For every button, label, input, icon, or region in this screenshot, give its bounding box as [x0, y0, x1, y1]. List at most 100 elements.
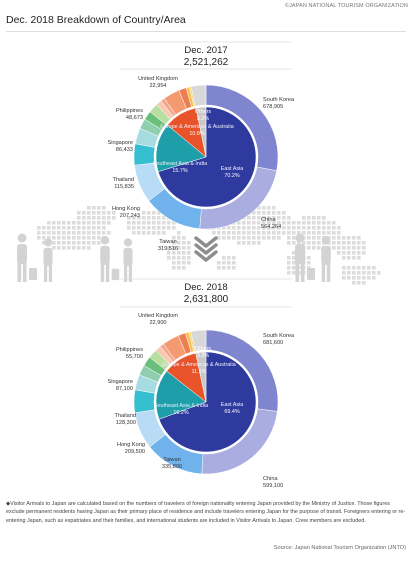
suitcase-icon	[29, 268, 37, 280]
down-chevron-arrow-icon	[194, 236, 218, 262]
outer-label-name: China	[261, 217, 277, 223]
outer-slice	[190, 329, 207, 352]
chart-title: Dec. 2018	[184, 282, 227, 293]
traveler-silhouette-icon	[321, 263, 326, 282]
inner-label-value: 15.7%	[172, 168, 187, 174]
suitcase-icon	[111, 268, 120, 281]
traveler-silhouette-icon	[22, 263, 27, 282]
outer-label-value: 319,516	[158, 246, 178, 252]
traveler-silhouette-icon	[100, 245, 110, 265]
inner-label-name: Europe & Americas & Australia	[162, 362, 235, 368]
outer-label-name: Singapore	[107, 379, 133, 385]
chart-total: 2,521,262	[184, 57, 229, 68]
inner-label-name: Southeast Asia & India	[154, 403, 208, 409]
outer-label-name: China	[263, 476, 279, 482]
page-title: Dec. 2018 Breakdown of Country/Area	[6, 14, 186, 26]
outer-label-value: 48,673	[126, 115, 143, 121]
outer-label-value: 599,100	[263, 483, 283, 489]
traveler-silhouette-icon	[123, 247, 133, 266]
traveler-silhouette-icon	[300, 263, 305, 282]
outer-label-value: 115,835	[114, 184, 134, 190]
outer-label-name: Hong Kong	[112, 206, 140, 212]
outer-label-name: Philippines	[116, 108, 143, 114]
inner-label-name: Europe & Americas & Australia	[160, 124, 233, 130]
inner-label-name: East Asia	[221, 402, 243, 408]
traveler-silhouette-icon	[43, 238, 53, 247]
inner-slice-east-asia	[158, 351, 257, 453]
inner-slice-others	[195, 351, 207, 403]
traveler-silhouette-icon	[100, 235, 110, 245]
outer-label-value: 207,243	[120, 213, 140, 219]
outer-slice-thailand	[133, 389, 156, 414]
outer-label-value: 678,905	[263, 104, 283, 110]
traveler-silhouette-icon	[100, 263, 105, 282]
source-text: Source: Japan National Tourism Organizat…	[273, 545, 406, 551]
inner-slice-southeast-asia-india	[155, 124, 207, 172]
inner-label-value: 3.3%	[197, 353, 209, 359]
traveler-silhouette-icon	[321, 245, 331, 265]
inner-label-name: Southeast Asia & India	[153, 161, 207, 167]
outer-label-value: 335,800	[162, 464, 182, 470]
suitcase-icon	[307, 268, 315, 280]
outer-label-name: Taiwan	[163, 457, 180, 463]
outer-label-value: 564,264	[261, 224, 281, 230]
traveler-silhouette-icon	[43, 264, 48, 282]
inner-slice-east-asia	[157, 106, 257, 208]
chart-title: Dec. 2017	[184, 45, 227, 56]
outer-label-value: 22,954	[149, 83, 166, 89]
inner-label-name: Others	[195, 346, 211, 352]
traveler-silhouette-icon	[321, 235, 331, 245]
title-divider	[6, 31, 406, 32]
outer-slice	[190, 84, 207, 107]
outer-label-name: Taiwan	[159, 239, 176, 245]
outer-label-name: Singapore	[107, 140, 133, 146]
traveler-silhouette-icon	[128, 264, 133, 282]
traveler-silhouette-icon	[17, 233, 27, 243]
copyright-text: ©JAPAN NATIONAL TOURISM ORGANIZATION	[284, 3, 408, 9]
outer-label-name: United Kingdom	[138, 76, 178, 82]
outer-label-name: South Korea	[263, 333, 295, 339]
outer-label-name: Thailand	[113, 177, 134, 183]
traveler-silhouette-icon	[295, 233, 305, 243]
inner-slice-others	[195, 106, 207, 158]
outer-label-value: 22,900	[149, 320, 166, 326]
chevron-down-icon	[194, 236, 218, 248]
outer-label-value: 209,500	[125, 449, 145, 455]
chart-total: 2,631,800	[184, 294, 229, 305]
inner-label-name: Others	[195, 109, 211, 115]
traveler-silhouette-icon	[295, 263, 300, 282]
chevron-down-icon	[194, 250, 218, 262]
outer-label-value: 55,700	[126, 354, 143, 360]
outer-label-name: South Korea	[263, 97, 295, 103]
inner-label-value: 3.2%	[197, 116, 209, 122]
traveler-silhouette-icon	[105, 263, 110, 282]
inner-label-name: East Asia	[221, 166, 243, 172]
outer-label-value: 86,433	[116, 147, 133, 153]
traveler-silhouette-icon	[17, 244, 27, 264]
traveler-silhouette-icon	[123, 238, 133, 247]
footnote-text: ◆Visitor Arrivals to Japan are calculate…	[6, 501, 406, 524]
inner-label-value: 10.8%	[189, 131, 204, 137]
traveler-silhouette-icon	[17, 263, 22, 282]
inner-label-value: 11.1%	[192, 369, 207, 375]
outer-label-name: Thailand	[115, 413, 136, 419]
inner-slice-southeast-asia-india	[155, 370, 207, 420]
outer-label-name: United Kingdom	[138, 313, 178, 319]
traveler-silhouette-icon	[295, 244, 305, 264]
chevron-down-icon	[194, 243, 218, 255]
outer-label-name: Hong Kong	[117, 442, 145, 448]
inner-label-value: 16.2%	[173, 410, 188, 416]
outer-label-value: 128,300	[116, 420, 136, 426]
traveler-silhouette-icon	[48, 264, 53, 282]
traveler-silhouette-icon	[43, 247, 53, 266]
outer-label-name: Philippines	[116, 347, 143, 353]
travelers-silhouettes	[17, 233, 331, 282]
outer-label-value: 681,600	[263, 340, 283, 346]
traveler-silhouette-icon	[123, 264, 128, 282]
inner-label-value: 70.2%	[224, 173, 239, 179]
inner-label-value: 69.4%	[224, 409, 239, 415]
outer-label-value: 87,100	[116, 386, 133, 392]
